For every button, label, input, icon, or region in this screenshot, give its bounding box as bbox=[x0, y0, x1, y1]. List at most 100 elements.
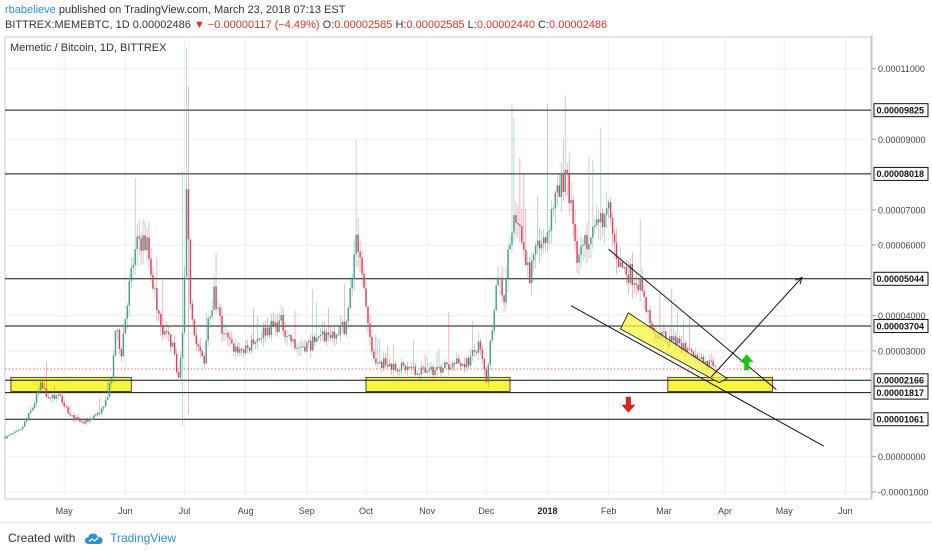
low-value: 0.00002440 bbox=[476, 19, 535, 31]
candle-body bbox=[55, 395, 58, 399]
candle-body bbox=[623, 267, 626, 269]
candle-body bbox=[148, 237, 150, 259]
x-tick-label: Oct bbox=[359, 506, 374, 516]
candle-body bbox=[199, 346, 202, 352]
candle-body bbox=[282, 314, 284, 331]
candle-body bbox=[477, 341, 480, 353]
candle-body bbox=[375, 358, 377, 363]
candle-body bbox=[20, 429, 22, 431]
candle-body bbox=[193, 319, 196, 336]
candle-body bbox=[142, 235, 144, 251]
candle-body bbox=[499, 278, 501, 280]
candle-body bbox=[410, 367, 413, 369]
candle-body bbox=[315, 337, 318, 343]
y-tick-label: 0.00009000 bbox=[878, 135, 926, 145]
candle-body bbox=[25, 418, 28, 422]
candle-body bbox=[343, 321, 346, 335]
candle-body bbox=[102, 406, 105, 409]
candle-body bbox=[412, 366, 415, 368]
candle-body bbox=[284, 330, 286, 337]
candle-body bbox=[22, 426, 24, 430]
candle-body bbox=[651, 323, 653, 328]
candle-body bbox=[16, 430, 18, 432]
candle-body bbox=[341, 321, 344, 325]
tradingview-brand[interactable]: TradingView bbox=[110, 531, 177, 545]
candle-body bbox=[166, 331, 168, 333]
candle-body bbox=[225, 333, 227, 335]
y-tick-label: 0.00006000 bbox=[878, 241, 926, 251]
candle-body bbox=[692, 351, 695, 358]
candle-body bbox=[396, 369, 399, 372]
candle-body bbox=[221, 315, 223, 334]
candle-body bbox=[509, 244, 511, 250]
candle-body bbox=[367, 306, 369, 324]
candle-body bbox=[688, 348, 691, 350]
candle-body bbox=[576, 241, 578, 263]
candle-body bbox=[540, 243, 543, 249]
candle-body bbox=[615, 242, 618, 260]
candle-body bbox=[645, 296, 647, 312]
candle-body bbox=[394, 363, 397, 370]
candle-body bbox=[39, 382, 42, 391]
candle-body bbox=[240, 348, 243, 350]
candle-body bbox=[130, 267, 132, 281]
author-link[interactable]: rbabelieve bbox=[5, 4, 56, 16]
y-tick-label: -0.00001000 bbox=[878, 487, 929, 497]
candle-body bbox=[333, 331, 336, 339]
candle-body bbox=[363, 273, 365, 289]
candle-body bbox=[635, 283, 637, 285]
candle-body bbox=[128, 280, 131, 306]
candle-body bbox=[532, 254, 535, 261]
candle-body bbox=[239, 348, 241, 353]
candle-body bbox=[436, 366, 438, 370]
candle-body bbox=[154, 288, 156, 290]
candle-body bbox=[29, 410, 32, 413]
candle-body bbox=[331, 331, 334, 338]
chart-area[interactable]: 0.00011000 0.00009000 0.00007000 0.00006000… bbox=[0, 34, 932, 522]
price-chart[interactable]: 0.00011000 0.00009000 0.00007000 0.00006000… bbox=[0, 34, 932, 522]
candle-body bbox=[483, 358, 486, 370]
candle-body bbox=[4, 437, 6, 439]
candle-body bbox=[639, 278, 641, 291]
candle-body bbox=[680, 343, 683, 353]
candle-body bbox=[63, 402, 65, 407]
candle-body bbox=[27, 412, 30, 419]
candle-body bbox=[450, 367, 452, 370]
candle-body bbox=[570, 199, 572, 204]
candle-body bbox=[242, 349, 245, 353]
candle-body bbox=[95, 415, 97, 417]
candle-body bbox=[112, 355, 115, 378]
y-tick-label: 0.00003000 bbox=[878, 346, 926, 356]
candle-body bbox=[448, 364, 450, 370]
y-tick-label: 0.00011000 bbox=[878, 64, 925, 74]
candle-body bbox=[61, 395, 63, 403]
candle-body bbox=[665, 331, 667, 342]
candle-body bbox=[629, 263, 632, 283]
candle-body bbox=[426, 370, 428, 373]
candle-body bbox=[205, 340, 207, 364]
candle-body bbox=[491, 330, 493, 341]
candle-body bbox=[288, 335, 290, 337]
candle-body bbox=[471, 349, 474, 357]
candle-body bbox=[548, 230, 551, 233]
candle-body bbox=[414, 366, 417, 375]
candle-body bbox=[51, 395, 54, 398]
candle-body bbox=[459, 363, 462, 366]
candle-body bbox=[627, 274, 630, 283]
candle-body bbox=[313, 336, 316, 343]
candle-body bbox=[77, 417, 79, 420]
x-tick-label: Feb bbox=[601, 506, 617, 516]
candle-body bbox=[136, 236, 138, 250]
candle-body bbox=[114, 330, 117, 356]
candle-body bbox=[694, 354, 697, 358]
candle-body bbox=[440, 366, 442, 373]
candle-body bbox=[152, 274, 154, 289]
candle-body bbox=[542, 237, 545, 244]
candle-body bbox=[712, 361, 714, 366]
candle-body bbox=[175, 354, 178, 373]
candle-body bbox=[377, 362, 379, 364]
chart-title: Memetic / Bitcoin, 1D, BITTREX bbox=[10, 42, 167, 54]
candle-body bbox=[162, 326, 164, 335]
candle-body bbox=[637, 284, 639, 291]
candle-body bbox=[457, 358, 460, 364]
